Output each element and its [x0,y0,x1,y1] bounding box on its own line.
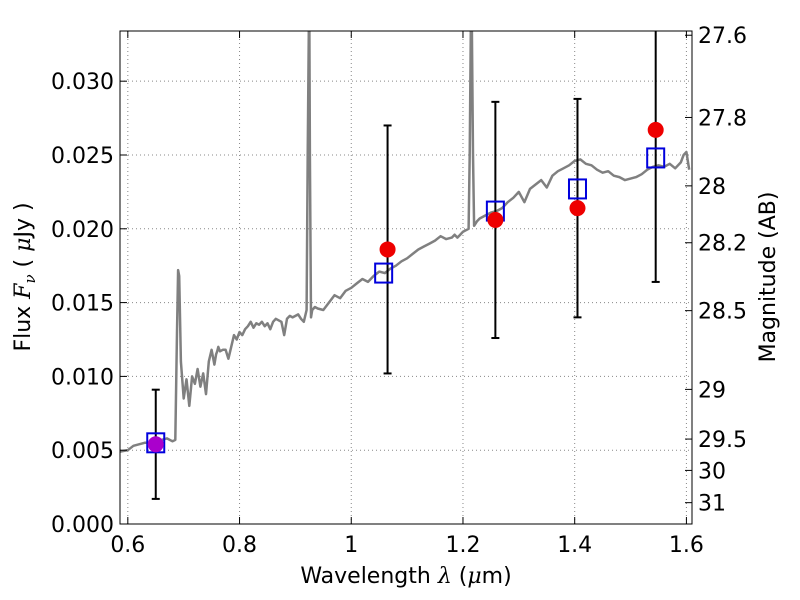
x-tick-label: 0.6 [110,533,145,558]
x-tick-label: 1.2 [445,533,480,558]
y-tick-label: 0.030 [51,70,114,95]
observed-points [147,121,664,453]
y2-axis-ticks: 27.6 27.8 28 28.2 28.5 29 29.5 30 31 [685,24,747,517]
y-tick-label: 0.020 [51,218,114,243]
y2-tick-label: 27.6 [698,24,747,49]
model-points [146,147,666,454]
x-tick-label: 1.4 [557,533,592,558]
spectrum-line [120,31,691,453]
observed-point [147,436,164,453]
y-axis-label: Flux Fν ( μJy ) [11,202,39,351]
model-point [374,262,394,284]
y2-tick-label: 28.5 [698,300,747,325]
x-tick-label: 1 [344,533,358,558]
x-axis-ticks: 0.6 0.8 1 1.2 1.4 1.6 [110,31,704,558]
y2-tick-label: 29.5 [698,428,747,453]
x-tick-label: 0.8 [222,533,257,558]
y2-axis-label: Magnitude (AB) [756,192,781,363]
grid [120,31,692,524]
error-bars [151,31,660,500]
model-point [146,432,166,454]
y-tick-label: 0.025 [51,144,114,169]
y-tick-label: 0.010 [51,365,114,390]
y-axis-ticks: 0.000 0.005 0.010 0.015 0.020 0.025 0.030 [51,70,127,538]
spectrum-series [120,31,691,453]
observed-point [647,121,664,138]
observed-point [379,241,396,258]
model-point [646,147,666,169]
y2-tick-label: 30 [698,459,726,484]
observed-point [569,200,586,217]
y2-tick-label: 27.8 [698,106,747,131]
x-axis-label: Wavelength λ (μm) [300,564,511,589]
y2-tick-label: 29 [698,378,726,403]
y2-tick-label: 28 [698,175,726,200]
observed-point [487,211,504,228]
x-tick-label: 1.6 [669,533,704,558]
y-tick-label: 0.015 [51,292,114,317]
model-point [567,178,587,200]
y2-tick-label: 31 [698,492,726,517]
y-tick-label: 0.000 [51,513,114,538]
y-tick-label: 0.005 [51,439,114,464]
y2-tick-label: 28.2 [698,232,747,257]
plot-frame [119,30,693,525]
